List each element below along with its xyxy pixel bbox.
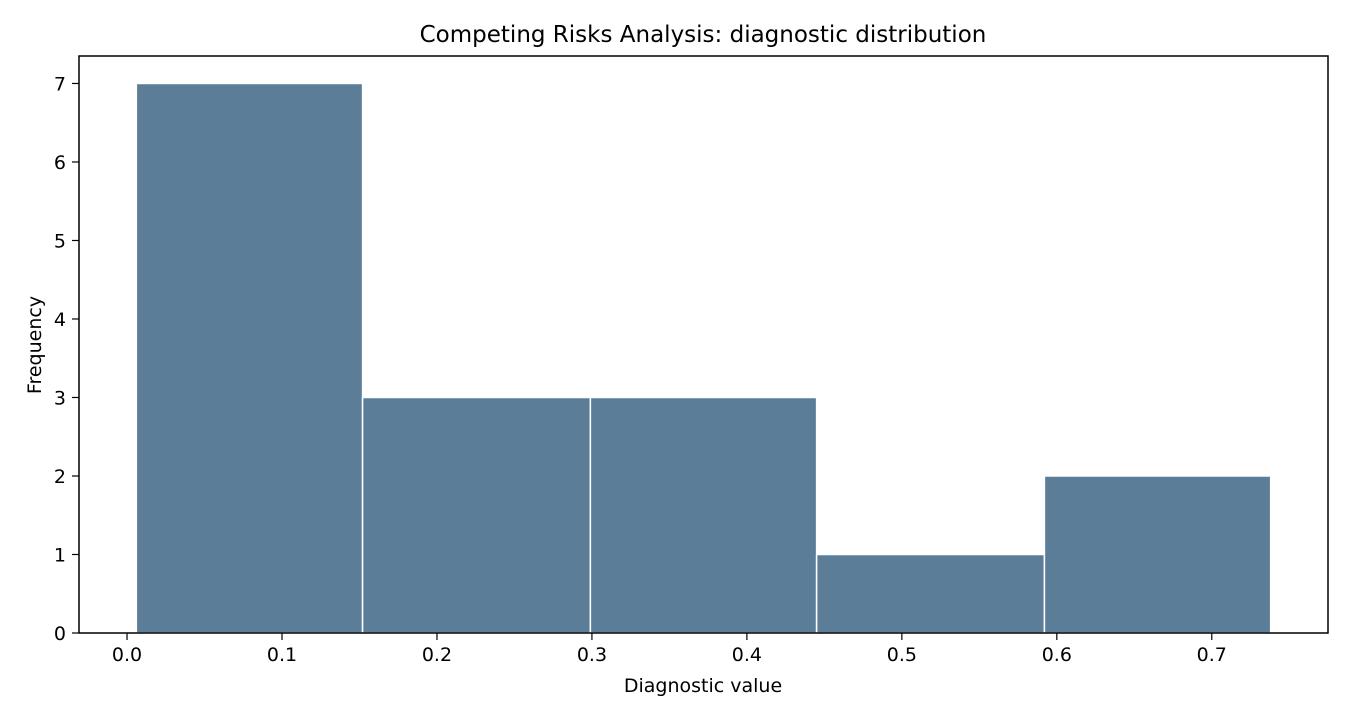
plot-frame <box>78 55 1329 634</box>
y-axis-ticks: 0 1 2 3 4 5 6 7 <box>54 73 79 645</box>
x-axis-label: Diagnostic value <box>624 675 782 697</box>
histogram-bar-2 <box>361 396 592 634</box>
x-tick-label: 0.5 <box>887 644 917 666</box>
y-tick-label: 1 <box>54 544 66 566</box>
x-tick-label: 0.1 <box>267 644 297 666</box>
bars-group <box>135 82 1272 634</box>
y-tick-label: 2 <box>54 466 66 488</box>
y-tick-label: 3 <box>54 387 66 409</box>
x-tick-label: 0.4 <box>732 644 762 666</box>
y-tick-label: 6 <box>54 152 66 174</box>
histogram-bar-4 <box>815 553 1046 634</box>
x-tick-label: 0.2 <box>422 644 452 666</box>
histogram-bar-5 <box>1043 475 1272 634</box>
chart-title: Competing Risks Analysis: diagnostic dis… <box>420 22 987 48</box>
y-tick-label: 4 <box>54 309 66 331</box>
x-tick-label: 0.0 <box>112 644 142 666</box>
y-tick-label: 7 <box>54 73 66 95</box>
x-axis-ticks: 0.0 0.1 0.2 0.3 0.4 0.5 0.6 0.7 <box>112 633 1227 666</box>
x-tick-label: 0.7 <box>1197 644 1227 666</box>
x-tick-label: 0.3 <box>577 644 607 666</box>
histogram-bar-1 <box>135 82 364 634</box>
y-axis-label: Frequency <box>24 296 46 394</box>
y-tick-label: 5 <box>54 230 66 252</box>
histogram-bar-3 <box>589 396 818 634</box>
y-tick-label: 0 <box>54 623 66 645</box>
x-tick-label: 0.6 <box>1042 644 1072 666</box>
